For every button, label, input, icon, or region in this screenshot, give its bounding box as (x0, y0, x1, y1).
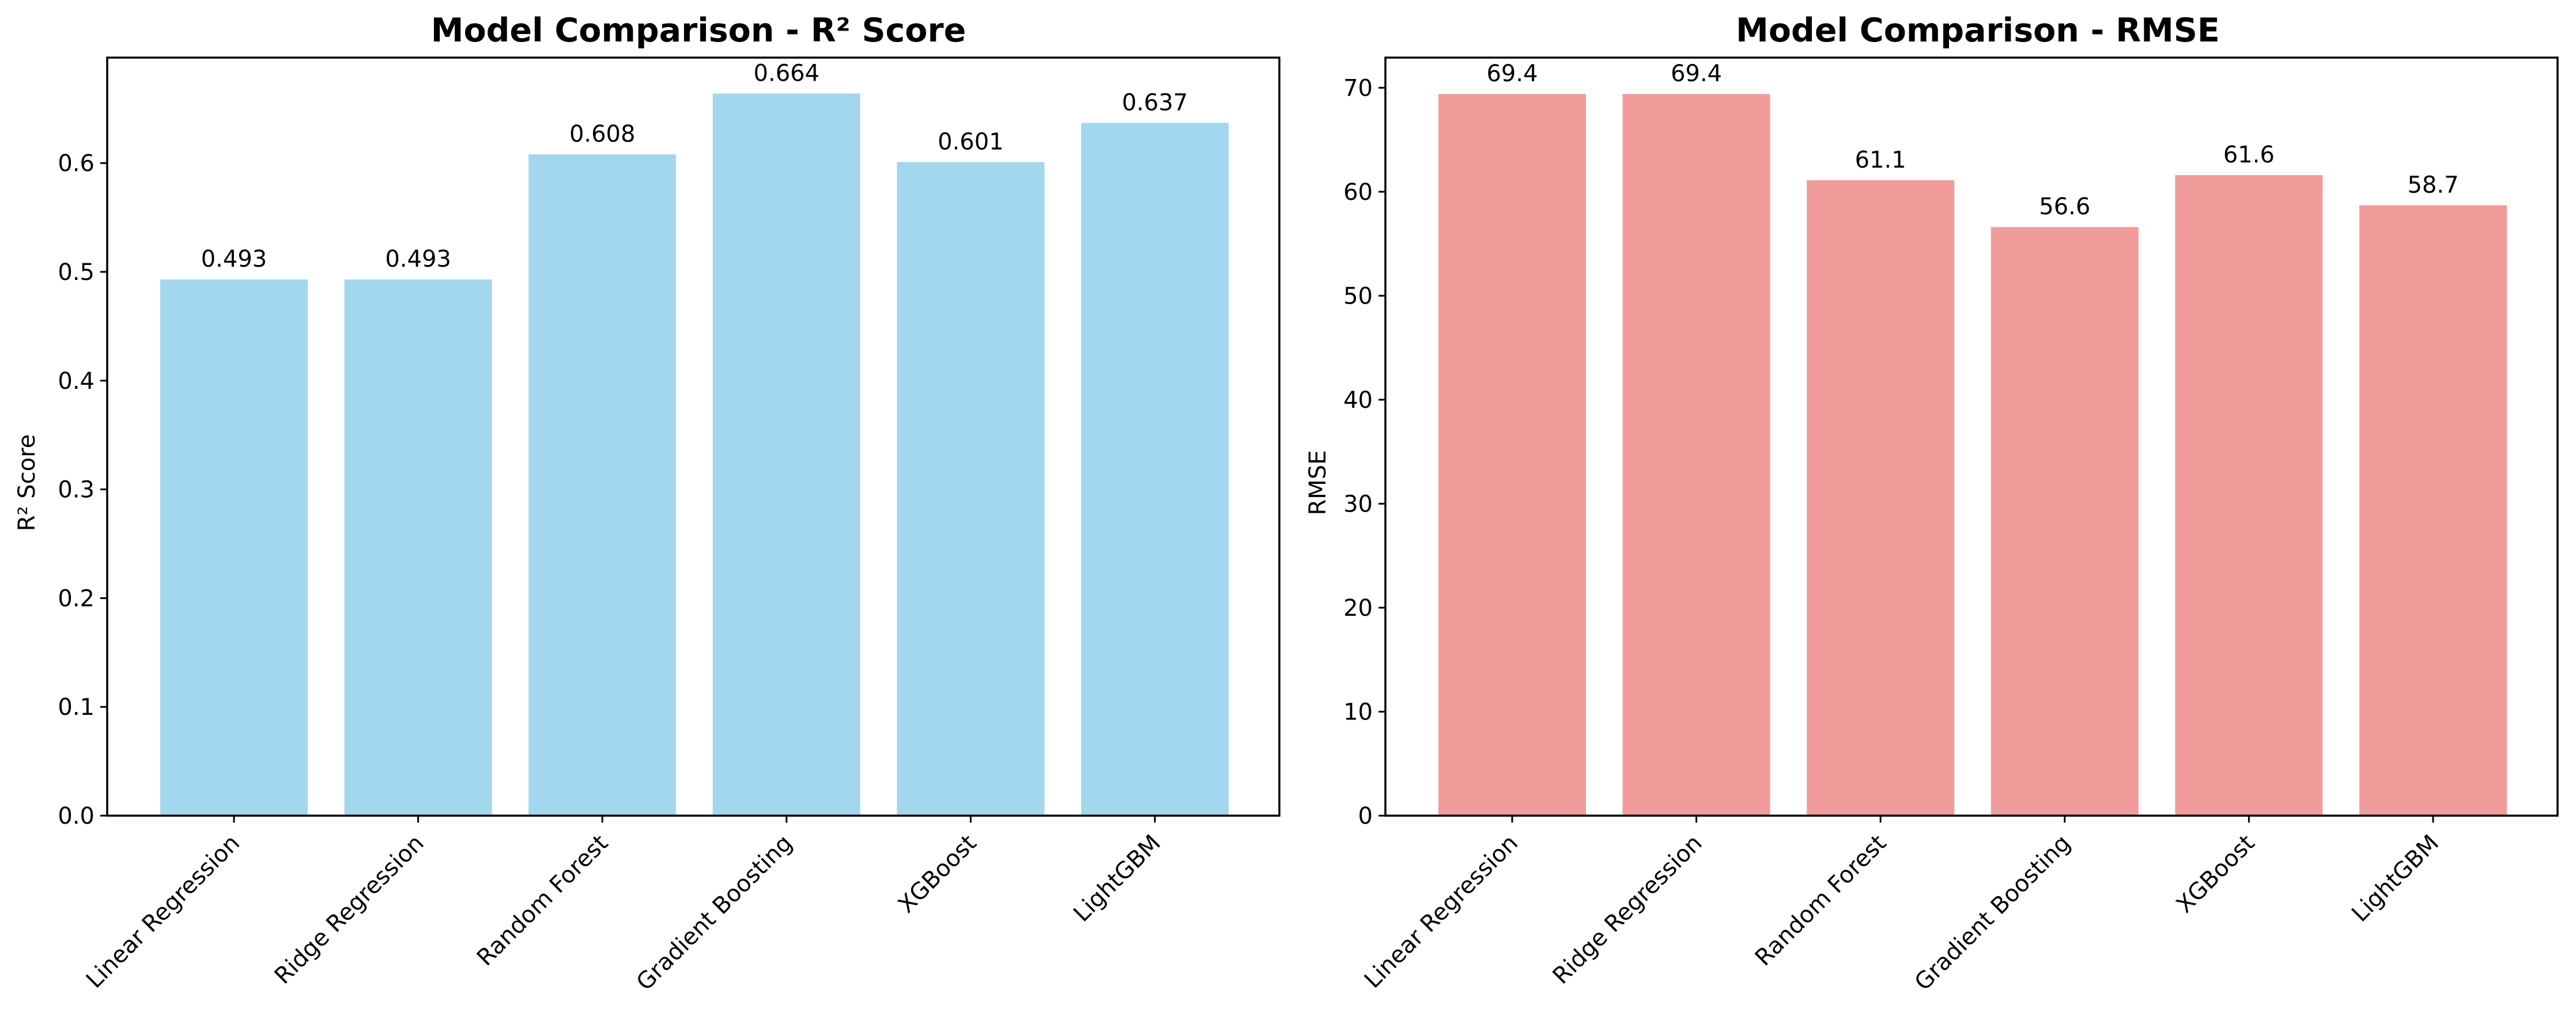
rmse-bar (1807, 180, 1955, 816)
rmse-category-label: Ridge Regression (1548, 830, 1708, 990)
r2-category-label: Random Forest (472, 830, 613, 971)
rmse-ytick-label: 70 (1343, 75, 1373, 101)
r2-bar-value-label: 0.493 (201, 246, 267, 272)
rmse-ytick-label: 0 (1358, 803, 1373, 829)
rmse-bar (1622, 94, 1770, 816)
r2-bar (897, 162, 1045, 816)
rmse-chart: Model Comparison - RMSE RMSE 0 10 20 30 40 50… (1305, 12, 2559, 996)
r2-ytick-label: 0.1 (58, 694, 95, 721)
rmse-bar-value-label: 69.4 (1671, 60, 1722, 87)
r2-ytick-label: 0.0 (58, 803, 95, 829)
rmse-chart-title: Model Comparison - RMSE (1736, 12, 2220, 50)
rmse-ytick-label: 10 (1343, 699, 1373, 725)
r2-bar (344, 279, 492, 816)
r2-bar-value-label: 0.608 (569, 121, 636, 147)
rmse-category-label: XGBoost (2171, 830, 2260, 919)
rmse-ytick-label: 50 (1343, 283, 1373, 309)
r2-category-label: Gradient Boosting (632, 830, 798, 996)
r2-bar (528, 154, 677, 816)
r2-chart: Model Comparison - R² Score R² Score 0.0… (14, 12, 1281, 996)
r2-bar-value-label: 0.637 (1122, 89, 1188, 116)
rmse-ytick-label: 20 (1343, 595, 1373, 622)
rmse-bar (2359, 205, 2507, 816)
r2-category-label: Ridge Regression (270, 830, 429, 990)
r2-bar-value-label: 0.493 (385, 246, 451, 272)
rmse-bar-value-label: 61.6 (2223, 142, 2275, 168)
r2-ytick-label: 0.2 (58, 585, 95, 612)
rmse-chart-frame (1384, 56, 2559, 817)
rmse-chart-marks: 0 10 20 30 40 50 60 70 69.4 Linear Regression 69.4… (1343, 60, 2507, 996)
rmse-chart-ylabel: RMSE (1305, 450, 1331, 516)
r2-chart-marks: 0.0 0.1 0.2 0.3 0.4 0.5 0.6 0.493 Linear Regress… (58, 60, 1229, 996)
rmse-category-label: Random Forest (1750, 830, 1891, 971)
r2-bar-value-label: 0.664 (754, 60, 820, 86)
r2-bar (1081, 123, 1229, 816)
rmse-bar-value-label: 69.4 (1486, 60, 1538, 87)
rmse-bar-value-label: 61.1 (1855, 147, 1906, 173)
r2-category-label: LightGBM (1068, 830, 1166, 927)
rmse-bar (1990, 227, 2139, 816)
rmse-ytick-label: 40 (1343, 387, 1373, 414)
rmse-ytick-label: 30 (1343, 491, 1373, 517)
rmse-bar (2175, 175, 2323, 816)
r2-chart-frame (106, 56, 1281, 817)
rmse-category-label: LightGBM (2347, 830, 2444, 927)
r2-bar (712, 93, 860, 816)
r2-bar-value-label: 0.601 (938, 128, 1004, 155)
r2-ytick-label: 0.4 (58, 368, 95, 395)
r2-category-label: XGBoost (893, 830, 982, 919)
rmse-ytick-label: 60 (1343, 179, 1373, 206)
rmse-bar-value-label: 56.6 (2039, 194, 2090, 220)
rmse-category-label: Linear Regression (1359, 830, 1523, 994)
r2-chart-title: Model Comparison - R² Score (431, 12, 966, 50)
r2-category-label: Linear Regression (81, 830, 245, 994)
rmse-bar-value-label: 58.7 (2407, 172, 2458, 198)
r2-bar (160, 279, 308, 816)
rmse-bar (1438, 94, 1586, 816)
r2-ytick-label: 0.6 (58, 150, 95, 177)
rmse-category-label: Gradient Boosting (1910, 830, 2076, 996)
r2-chart-ylabel: R² Score (14, 434, 40, 532)
r2-ytick-label: 0.5 (58, 259, 95, 286)
r2-ytick-label: 0.3 (58, 477, 95, 503)
